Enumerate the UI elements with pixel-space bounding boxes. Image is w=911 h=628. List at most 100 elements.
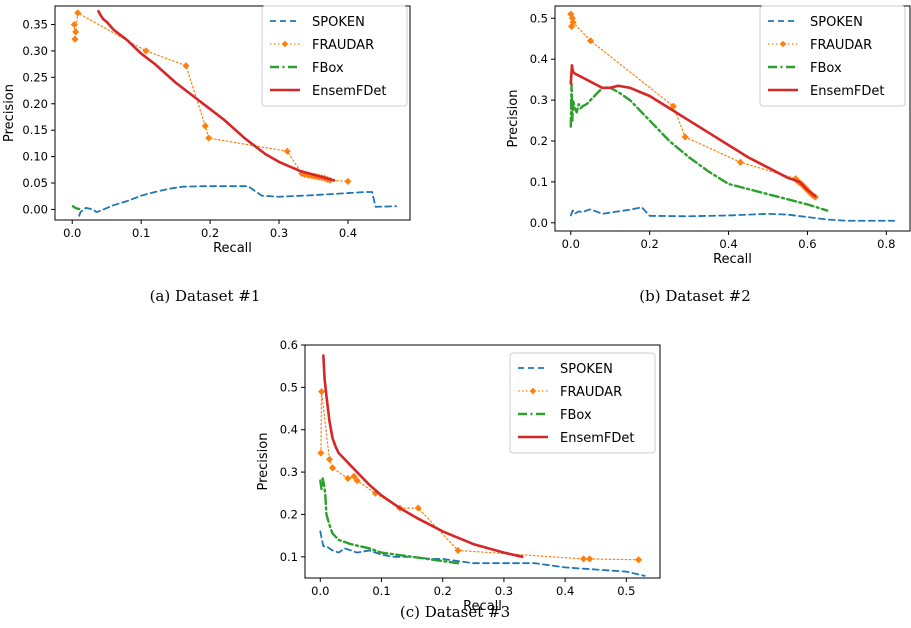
series-line-fbox — [319, 477, 460, 565]
caption-b: (b) Dataset #2 — [639, 287, 751, 305]
x-tick-label: 0.4 — [719, 237, 737, 251]
data-point-fraudar — [283, 147, 291, 155]
data-point-fraudar — [681, 133, 689, 141]
y-tick-label: 0.3 — [280, 465, 298, 479]
chart-panel-c: 0.0 0.1 0.2 0.3 0.4 0.5 0.1 0.2 0.3 0.4 0.5 0.6 Reca… — [256, 338, 661, 614]
x-tick-label: 0.0 — [311, 584, 329, 598]
series-line-ensemfdet — [569, 64, 817, 198]
legend-label-fbox: FBox — [560, 408, 592, 423]
x-tick-label: 0.6 — [798, 237, 816, 251]
y-tick-label: 0.2 — [280, 507, 298, 521]
data-point-fraudar — [634, 556, 643, 564]
legend-label-spoken: SPOKEN — [810, 15, 863, 30]
y-tick-label: 0.25 — [22, 70, 48, 84]
y-tick-label: 0.1 — [530, 175, 548, 189]
x-tick-label: 0.0 — [562, 237, 580, 251]
series-line-spoken — [78, 185, 398, 217]
x-axis-label: Recall — [213, 241, 252, 256]
y-tick-label: 0.0 — [530, 216, 548, 230]
data-point-fraudar — [579, 555, 588, 563]
data-point-fraudar — [317, 449, 325, 457]
series-line-fbox — [71, 205, 81, 211]
series-line-ensemfdet — [322, 354, 524, 559]
series-line-spoken — [569, 206, 896, 222]
plot-frame — [554, 5, 911, 232]
data-point-fraudar — [736, 158, 745, 166]
legend-box — [759, 5, 906, 107]
data-point-fraudar — [74, 9, 82, 17]
data-point-fraudar — [182, 62, 190, 70]
x-tick-label: 0.2 — [434, 584, 452, 598]
data-point-fraudar — [71, 35, 79, 43]
x-axis-label: Recall — [463, 599, 502, 614]
data-point-fraudar — [585, 555, 594, 563]
x-tick-label: 0.2 — [201, 226, 219, 240]
y-axis-label: Precision — [506, 89, 521, 147]
chart-panel-a: 0.0 0.1 0.2 0.3 0.4 0.00 0.05 0.10 0.15 0.20 0.25 0… — [2, 5, 411, 256]
legend-label-ensemfdet: EnsemFDet — [810, 84, 884, 99]
legend-label-ensemfdet: EnsemFDet — [560, 431, 634, 446]
y-tick-label: 0.5 — [280, 380, 298, 394]
y-tick-label: 0.00 — [22, 202, 48, 216]
y-axis-label: Precision — [256, 432, 271, 490]
y-tick-label: 0.05 — [22, 176, 48, 190]
x-tick-label: 0.1 — [132, 226, 150, 240]
data-point-fraudar — [586, 37, 595, 45]
x-tick-label: 0.3 — [495, 584, 513, 598]
chart-panel-b: 0.0 0.2 0.4 0.6 0.8 0.0 0.1 0.2 0.3 0.4 0.5 Recall P… — [506, 5, 911, 267]
data-point-fraudar — [569, 18, 577, 27]
x-tick-label: 0.2 — [641, 237, 659, 251]
series-line-fraudar — [320, 390, 640, 561]
data-point-fraudar — [70, 20, 78, 29]
y-tick-label: 0.1 — [280, 550, 298, 564]
y-axis-label: Precision — [2, 84, 17, 142]
series-line-fraudar — [73, 12, 349, 183]
legend-label-fraudar: FRAUDAR — [560, 385, 622, 400]
legend-box — [261, 5, 408, 107]
x-tick-label: 0.3 — [270, 226, 288, 240]
data-point-fraudar — [325, 455, 334, 464]
x-tick-label: 0.1 — [372, 584, 390, 598]
data-point-fraudar — [344, 474, 352, 483]
y-tick-label: 0.30 — [22, 44, 48, 58]
legend-label-spoken: SPOKEN — [560, 362, 613, 377]
y-tick-label: 0.15 — [22, 123, 48, 137]
data-point-fraudar — [328, 464, 337, 472]
y-tick-label: 0.10 — [22, 150, 48, 164]
legend-label-ensemfdet: EnsemFDet — [312, 84, 386, 99]
x-axis-label: Recall — [713, 252, 752, 267]
y-tick-label: 0.20 — [22, 97, 48, 111]
data-point-fraudar — [350, 472, 358, 480]
series-line-ensemfdet — [97, 9, 336, 182]
data-point-fraudar — [317, 387, 326, 396]
data-point-fraudar — [142, 47, 150, 55]
data-point-fraudar — [454, 546, 462, 555]
y-tick-label: 0.5 — [530, 11, 548, 25]
legend-marker-fraudar — [779, 40, 787, 48]
x-tick-label: 0.4 — [556, 584, 574, 598]
x-tick-label: 0.8 — [877, 237, 895, 251]
y-tick-label: 0.4 — [530, 52, 548, 66]
data-point-fraudar — [201, 122, 209, 130]
data-point-fraudar — [344, 177, 352, 186]
legend-label-fraudar: FRAUDAR — [810, 38, 872, 53]
plot-frame — [304, 344, 661, 579]
series-line-spoken — [319, 530, 646, 577]
data-point-fraudar — [205, 134, 213, 142]
data-point-fraudar — [72, 28, 80, 36]
legend-box — [509, 352, 656, 454]
y-tick-label: 0.4 — [280, 423, 298, 437]
x-tick-label: 0.4 — [339, 226, 357, 240]
x-tick-label: 0.0 — [63, 226, 81, 240]
legend-label-spoken: SPOKEN — [312, 15, 365, 30]
y-tick-label: 0.3 — [530, 93, 548, 107]
y-tick-label: 0.6 — [280, 338, 298, 352]
data-point-fraudar — [353, 476, 361, 485]
caption-c: (c) Dataset #3 — [399, 603, 511, 621]
caption-a: (a) Dataset #1 — [149, 287, 261, 305]
x-tick-label: 0.5 — [617, 584, 635, 598]
y-tick-label: 0.2 — [530, 134, 548, 148]
legend-marker-fraudar — [529, 387, 537, 395]
legend-label-fbox: FBox — [810, 61, 842, 76]
y-tick-label: 0.35 — [22, 17, 48, 31]
